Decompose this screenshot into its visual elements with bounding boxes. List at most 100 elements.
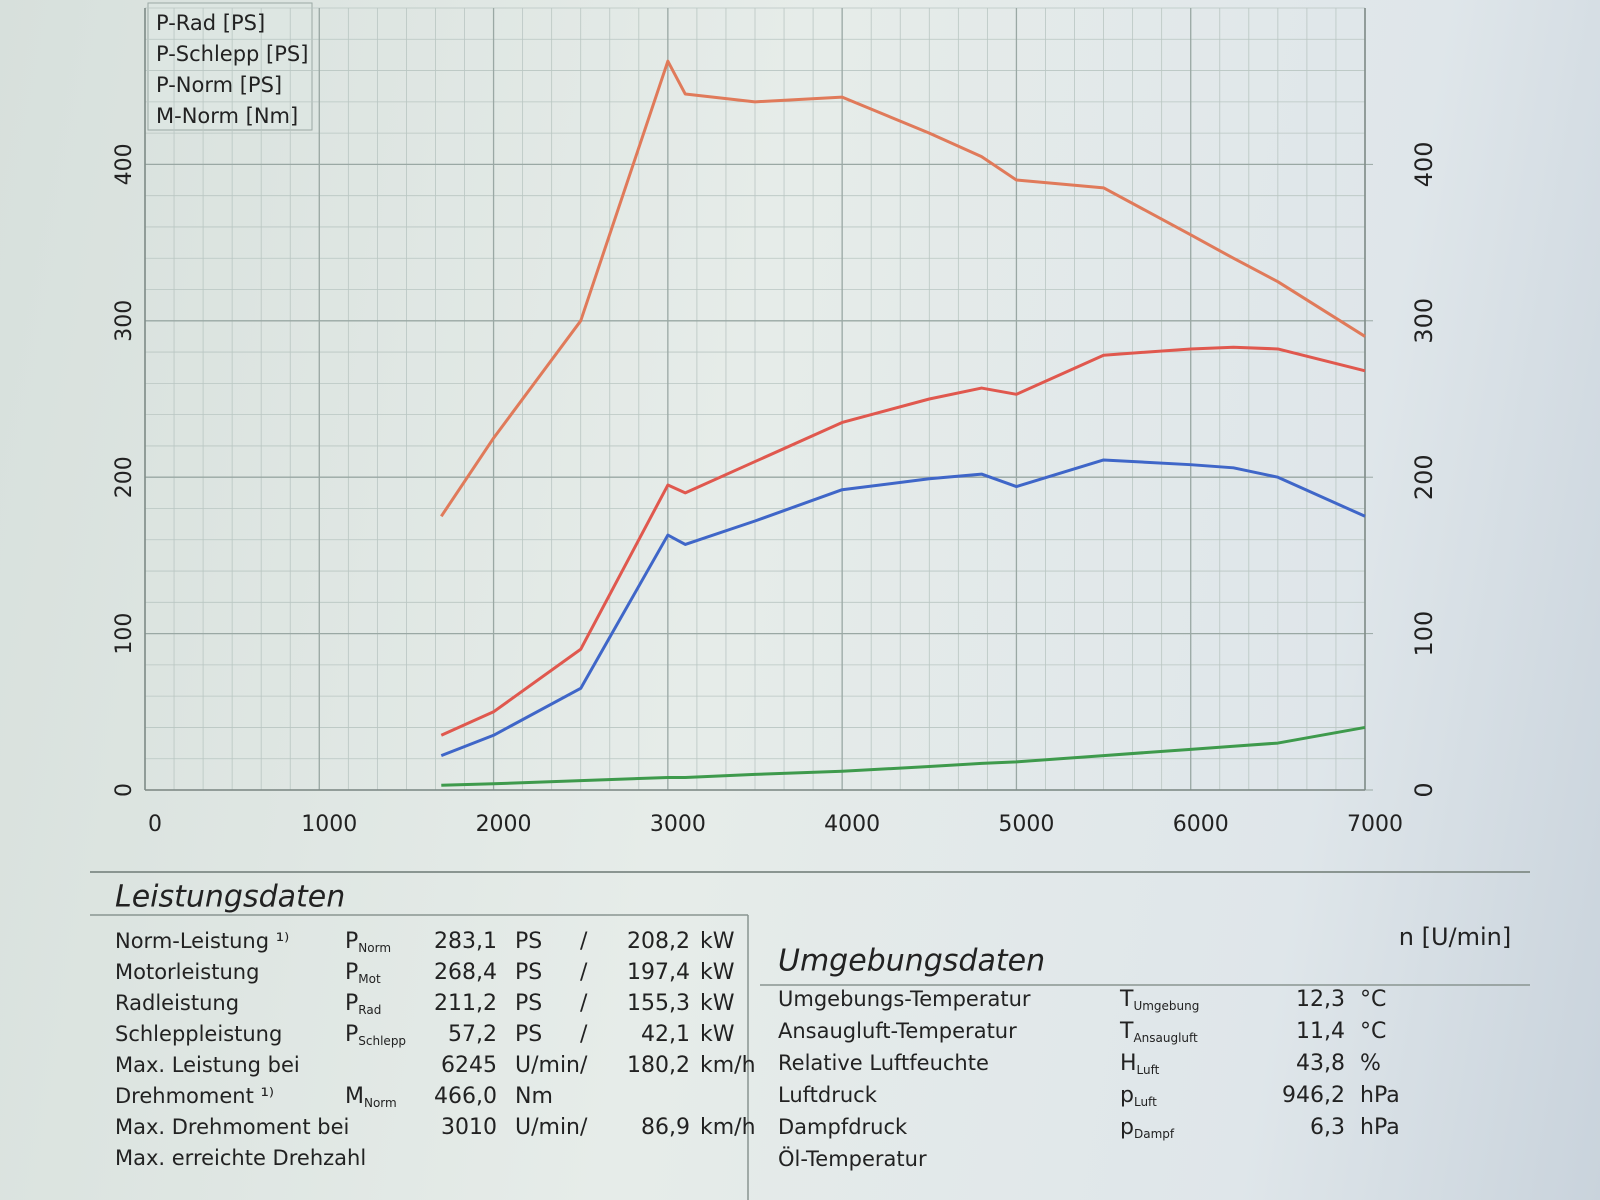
row-symbol: MNorm [345, 1084, 397, 1110]
row-label: Radleistung [115, 991, 239, 1015]
row-value: 180,2 [627, 1053, 690, 1078]
row-symbol: TAnsaugluft [1119, 1019, 1198, 1045]
x-axis-label: n [U/min] [1399, 923, 1511, 951]
row-unit: PS [515, 991, 542, 1016]
symbol: P [345, 991, 358, 1016]
row-unit: % [1360, 1051, 1381, 1076]
row-label: Motorleistung [115, 960, 259, 984]
series-line [441, 725, 1366, 787]
legend-entry: M-Norm [Nm] [156, 104, 298, 128]
legend-entry: P-Norm [PS] [156, 73, 282, 97]
row-unit: U/min [515, 1053, 580, 1078]
row-value: 197,4 [627, 960, 690, 985]
symbol: p [1120, 1115, 1134, 1140]
x-tick-label: 0 [148, 812, 162, 837]
symbol-sub: Luft [1134, 1095, 1157, 1109]
row-separator: / [580, 1115, 588, 1140]
row-label: Max. Drehmoment bei [115, 1115, 349, 1139]
x-tick-label: 3000 [650, 812, 706, 837]
symbol-sub: Norm [364, 1096, 397, 1110]
row-value: 208,2 [627, 929, 690, 954]
symbol: P [345, 929, 358, 954]
row-separator: / [580, 1022, 588, 1047]
y2-tick-label: 100 [1410, 611, 1438, 657]
x-tick-label: 7000 [1347, 812, 1403, 837]
row-symbol: PNorm [345, 929, 391, 955]
row-label: Dampfdruck [778, 1115, 908, 1139]
y2-tick-label: 200 [1410, 454, 1438, 500]
row-value: 86,9 [641, 1115, 690, 1140]
row-label: Schleppleistung [115, 1022, 282, 1046]
row-unit: PS [515, 1022, 542, 1047]
row-unit: Nm [515, 1084, 553, 1109]
row-separator: / [580, 991, 588, 1016]
row-value: 946,2 [1282, 1083, 1345, 1108]
row-value: 211,2 [434, 991, 497, 1016]
row-value: 42,1 [641, 1022, 690, 1047]
row-unit: hPa [1360, 1083, 1400, 1108]
row-label: Drehmoment ¹⁾ [115, 1084, 274, 1108]
x-tick-label: 5000 [998, 812, 1054, 837]
row-separator: / [580, 929, 588, 954]
row-separator: / [580, 960, 588, 985]
legend-entry: P-Schlepp [PS] [156, 42, 308, 66]
row-value: 6245 [441, 1053, 497, 1078]
x-tick-label: 4000 [824, 812, 880, 837]
row-unit: kW [700, 1022, 735, 1047]
row-unit: kW [700, 960, 735, 985]
symbol: P [345, 960, 358, 985]
symbol-sub: Schlepp [358, 1034, 406, 1048]
row-unit: kW [700, 929, 735, 954]
symbol-sub: Umgebung [1133, 999, 1199, 1013]
row-symbol: pLuft [1120, 1083, 1157, 1109]
series-line [440, 458, 1366, 757]
x-tick-label: 1000 [301, 812, 357, 837]
symbol: T [1119, 1019, 1134, 1044]
row-label: Norm-Leistung ¹⁾ [115, 929, 289, 953]
y-tick-label: 300 [112, 300, 137, 342]
row-unit: °C [1360, 987, 1386, 1012]
row-value: 43,8 [1296, 1051, 1345, 1076]
symbol-sub: Dampf [1134, 1127, 1175, 1141]
row-unit: U/min [515, 1115, 580, 1140]
row-value: 3010 [441, 1115, 497, 1140]
row-symbol: pDampf [1120, 1115, 1175, 1141]
y2-tick-label: 300 [1410, 298, 1438, 344]
row-value: 466,0 [434, 1084, 497, 1109]
symbol-sub: Luft [1137, 1063, 1160, 1077]
y-tick-label: 0 [112, 783, 137, 797]
legend-entry: P-Rad [PS] [156, 11, 265, 35]
row-value: 6,3 [1310, 1115, 1345, 1140]
symbol-sub: Mot [358, 972, 381, 986]
row-value: 11,4 [1296, 1019, 1345, 1044]
row-unit: °C [1360, 1019, 1386, 1044]
x-tick-label: 2000 [476, 812, 532, 837]
row-unit: PS [515, 960, 542, 985]
row-symbol: PRad [345, 991, 381, 1017]
symbol: H [1120, 1051, 1137, 1076]
row-unit: hPa [1360, 1115, 1400, 1140]
section-title: Leistungsdaten [115, 880, 345, 915]
row-symbol: TUmgebung [1119, 987, 1199, 1013]
section-title: Umgebungsdaten [778, 944, 1045, 979]
row-unit: PS [515, 929, 542, 954]
y2-tick-label: 0 [1410, 782, 1438, 797]
row-value: 268,4 [434, 960, 497, 985]
symbol-sub: Norm [358, 941, 391, 955]
x-tick-label: 6000 [1173, 812, 1229, 837]
row-unit: km/h [700, 1115, 756, 1140]
row-separator: / [580, 1053, 588, 1078]
symbol: M [345, 1084, 364, 1109]
row-value: 155,3 [627, 991, 690, 1016]
row-symbol: HLuft [1120, 1051, 1160, 1077]
symbol-sub: Rad [358, 1003, 381, 1017]
row-label: Öl-Temperatur [778, 1146, 927, 1171]
row-value: 283,1 [434, 929, 497, 954]
legend-box [147, 2, 313, 131]
y-tick-label: 200 [112, 456, 137, 498]
symbol-sub: Ansaugluft [1133, 1031, 1198, 1045]
row-symbol: PSchlepp [345, 1022, 406, 1048]
row-label: Max. Leistung bei [115, 1053, 300, 1077]
series-line [440, 59, 1366, 518]
row-label: Ansaugluft-Temperatur [778, 1019, 1017, 1043]
